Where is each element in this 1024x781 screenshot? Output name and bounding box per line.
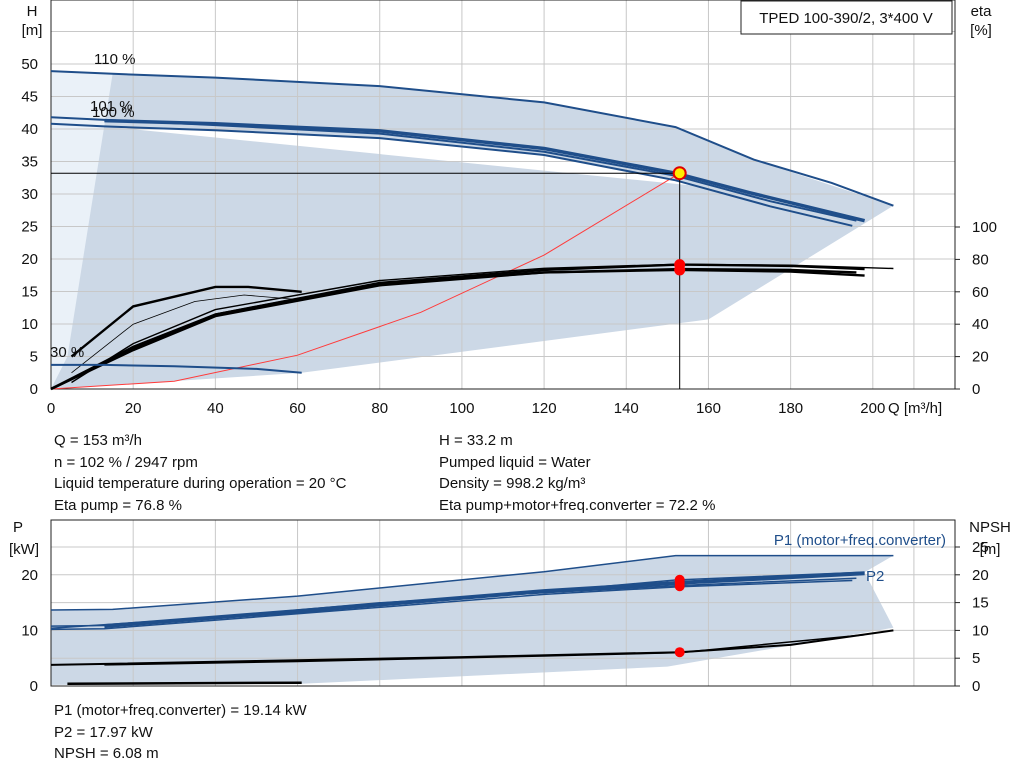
y-tick-label: 25 (21, 219, 38, 236)
readout-left: Q = 153 m³/h n = 102 % / 2947 rpm Liquid… (54, 430, 346, 516)
p-tick-label: 0 (30, 678, 38, 695)
eta-curve (50, 263, 865, 391)
plot-frame (50, 0, 956, 390)
x-tick-label: 120 (532, 400, 557, 417)
eta-curve (70, 285, 302, 358)
readout-p1: P1 (motor+freq.converter) = 19.14 kW (54, 702, 307, 719)
x-tick-label: 160 (696, 400, 721, 417)
legend-p2: P2 (866, 568, 884, 585)
head-curve (104, 118, 866, 223)
head-curve (51, 363, 302, 374)
y-tick-label: 15 (21, 284, 38, 301)
operating-range (51, 71, 894, 389)
title-box (740, 0, 953, 35)
npsh-tick-label: 10 (972, 622, 989, 639)
eta-tick-label: 40 (972, 316, 989, 333)
readout-right: H = 33.2 m Pumped liquid = Water Density… (439, 430, 715, 516)
y-tick-label: 30 (21, 186, 38, 203)
y-tick-label: 35 (21, 154, 38, 171)
readout-eta-pump: Eta pump = 76.8 % (54, 496, 182, 514)
eta-tick-label: 0 (972, 381, 980, 398)
eta-curve (71, 294, 302, 374)
npsh-tick-label: 25 (972, 539, 989, 556)
readout-flow: Q = 153 m³/h (54, 432, 142, 449)
x-tick-label: 180 (778, 400, 803, 417)
power-curve (67, 681, 302, 686)
x-tick-label: 20 (125, 400, 142, 417)
power-curve (50, 577, 857, 630)
x-tick-label: 40 (207, 400, 224, 417)
curve-label: 100 % (92, 104, 135, 121)
npsh-duty-point (674, 647, 685, 658)
x-tick-label: 80 (371, 400, 388, 417)
head-curve (50, 122, 853, 227)
p-axis-unit: [kW] (9, 541, 39, 558)
readout-head: H = 33.2 m (439, 432, 513, 449)
y-tick-label: 45 (21, 89, 38, 106)
npsh-axis-unit: [m] (980, 541, 1001, 558)
eta-tick-label: 100 (972, 219, 997, 236)
x-tick-label: 140 (614, 400, 639, 417)
chart-title: TPED 100-390/2, 3*400 V (759, 10, 932, 27)
readout-npsh: NPSH = 6.08 m (54, 745, 159, 762)
p-tick-label: 10 (21, 623, 38, 640)
power-curve (50, 579, 853, 631)
npsh-tick-label: 0 (972, 678, 980, 695)
readout-speed: n = 102 % / 2947 rpm (54, 453, 198, 471)
eta-axis-unit: [%] (970, 22, 992, 39)
y-tick-label: 40 (21, 121, 38, 138)
x-tick-label: 0 (47, 400, 55, 417)
y-tick-label: 5 (30, 349, 38, 366)
x-tick-label: 200 (860, 400, 885, 417)
readout-p2: P2 = 17.97 kW (54, 723, 153, 741)
power-duty-point (674, 581, 685, 592)
y-axis-label: H (27, 3, 38, 20)
curve-label: 101 % (90, 98, 133, 115)
y-tick-label: 10 (21, 316, 38, 333)
y-tick-label: 20 (21, 251, 38, 268)
eta-tick-label: 60 (972, 284, 989, 301)
readout-power: P1 (motor+freq.converter) = 19.14 kW P2 … (54, 700, 307, 765)
pump-performance-chart: 110 %101 %100 %30 %0 20 40 60 80 100 120 140 160… (21, 0, 997, 417)
x-tick-label: 100 (449, 400, 474, 417)
npsh-curve (104, 634, 865, 666)
eta-tick-label: 20 (972, 349, 989, 366)
npsh-axis-label: NPSH (969, 519, 1011, 536)
x-axis-label: Q [m³/h] (888, 400, 942, 417)
readout-liquid: Pumped liquid = Water (439, 453, 591, 471)
power-npsh-chart: 0 10 20 0 5 10 15 20 25 P [kW] NPSH [m] P1 (motor+fre… (9, 519, 1011, 695)
npsh-tick-label: 5 (972, 650, 980, 667)
head-curve (50, 116, 857, 222)
duty-point (672, 166, 687, 181)
curve-label: 30 % (50, 344, 84, 361)
head-curve (50, 70, 894, 207)
npsh-tick-label: 15 (972, 595, 989, 612)
eta-axis-label: eta (971, 3, 993, 20)
power-curve (50, 554, 894, 611)
low-flow-zone (51, 71, 113, 390)
y-tick-label: 0 (30, 381, 38, 398)
eta-duty-point (674, 259, 686, 271)
y-tick-label: 50 (21, 56, 38, 73)
readout-eta-total: Eta pump+motor+freq.converter = 72.2 % (439, 496, 716, 514)
eta-curve (50, 267, 857, 391)
curve-label: 110 % (94, 51, 135, 68)
p-axis-label: P (13, 519, 23, 536)
npsh-tick-label: 20 (972, 567, 989, 584)
p-tick-label: 20 (21, 567, 38, 584)
system-curve (50, 172, 680, 390)
readout-density: Density = 998.2 kg/m³ (439, 475, 586, 492)
y-axis-unit: [m] (22, 22, 43, 39)
x-tick-label: 60 (289, 400, 306, 417)
legend-p1: P1 (motor+freq.converter) (774, 532, 946, 549)
eta-tick-label: 80 (972, 251, 989, 268)
readout-temperature: Liquid temperature during operation = 20… (54, 475, 347, 492)
